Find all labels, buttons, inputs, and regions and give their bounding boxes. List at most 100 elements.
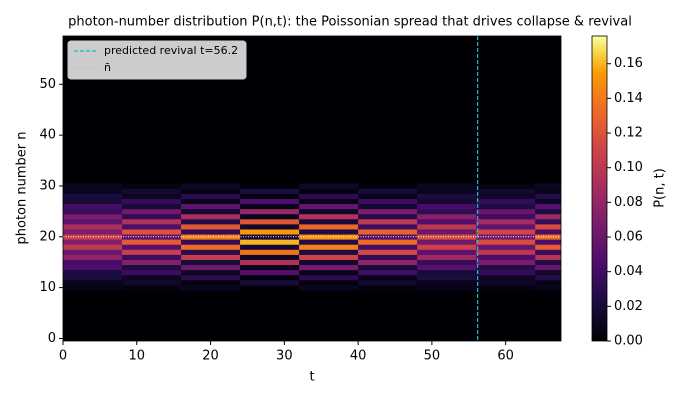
heatmap-cell (299, 193, 359, 199)
heatmap-cell (181, 188, 241, 194)
heatmap-cell (299, 274, 359, 281)
heatmap-cell (181, 208, 241, 215)
heatmap-cell (535, 269, 561, 276)
heatmap-cell (417, 234, 477, 240)
heatmap-cell (122, 254, 182, 260)
heatmap-cell (417, 269, 477, 276)
y-tick-label: 0 (48, 331, 56, 346)
heatmap-cell (122, 213, 182, 220)
heatmap-cell (417, 259, 477, 266)
heatmap-cell (476, 285, 536, 291)
heatmap-cell (240, 259, 300, 266)
heatmap-cell (122, 280, 182, 286)
heatmap-cell (476, 208, 536, 215)
heatmap-cell (299, 285, 359, 291)
heatmap-cell (476, 254, 536, 260)
heatmap-cell (122, 244, 182, 250)
heatmap-cell (358, 198, 418, 205)
heatmap-cell (358, 254, 418, 260)
heatmap-cell (535, 280, 561, 286)
heatmap-cell (476, 264, 536, 271)
heatmap-cell (181, 269, 241, 276)
heatmap-cell (476, 249, 536, 255)
heatmap-cell (63, 259, 123, 266)
heatmap-cell (535, 244, 561, 250)
heatmap-cell (181, 259, 241, 266)
x-tick-label: 30 (276, 349, 293, 364)
heatmap-cell (122, 198, 182, 205)
colorbar-tick-label: 0.00 (614, 334, 643, 349)
heatmap-cell (181, 183, 241, 189)
heatmap-cell (181, 224, 241, 230)
heatmap-cell (63, 239, 123, 245)
heatmap-cell (358, 213, 418, 220)
x-tick-label: 10 (129, 349, 146, 364)
heatmap-cell (299, 213, 359, 220)
colorbar-tick-label: 0.16 (614, 56, 643, 71)
heatmap-cell (63, 188, 123, 194)
heatmap-cell (240, 244, 300, 250)
heatmap-cell (358, 183, 418, 189)
heatmap-cell (358, 269, 418, 276)
colorbar-tick-label: 0.10 (614, 160, 643, 175)
heatmap-cell (299, 280, 359, 286)
heatmap-cell (358, 239, 418, 245)
heatmap-cell (417, 203, 477, 210)
y-tick-label: 50 (39, 77, 56, 92)
heatmap-cell (240, 193, 300, 199)
heatmap-cell (417, 249, 477, 255)
heatmap-cell (240, 264, 300, 271)
heatmap-cell (476, 244, 536, 250)
heatmap-cell (181, 219, 241, 225)
heatmap-cell (535, 193, 561, 199)
heatmap-cell (476, 259, 536, 266)
legend-label: n̄ (104, 61, 111, 74)
colorbar-tick-label: 0.06 (614, 230, 643, 245)
heatmap-cell (240, 203, 300, 210)
y-tick-label: 20 (39, 229, 56, 244)
heatmap-cell (299, 203, 359, 210)
heatmap-cell (240, 213, 300, 220)
heatmap-cell (240, 183, 300, 189)
heatmap-cell (358, 259, 418, 266)
x-tick-label: 0 (59, 349, 67, 364)
heatmap-cell (63, 213, 123, 220)
heatmap-cell (63, 274, 123, 281)
colorbar-tick-label: 0.04 (614, 264, 643, 279)
heatmap-cell (299, 249, 359, 255)
heatmap-cell (535, 249, 561, 255)
heatmap-cell (181, 213, 241, 220)
heatmap-cell (476, 274, 536, 281)
colorbar-tick-label: 0.12 (614, 126, 643, 141)
heatmap-cell (63, 269, 123, 276)
heatmap-cell (240, 198, 300, 205)
heatmap-cell (181, 203, 241, 210)
y-axis-label: photon number n (15, 132, 30, 245)
heatmap-cell (122, 208, 182, 215)
heatmap-cell (63, 285, 123, 291)
heatmap-cell (181, 229, 241, 235)
heatmap-cell (240, 254, 300, 260)
heatmap-cell (535, 229, 561, 235)
heatmap-cell (122, 188, 182, 194)
heatmap-cell (299, 224, 359, 230)
heatmap-cell (63, 280, 123, 286)
heatmap-cell (181, 249, 241, 255)
colorbar-label: P(n, t) (653, 168, 668, 208)
heatmap-cell (299, 229, 359, 235)
heatmap-cell (122, 183, 182, 189)
heatmap-cell (476, 183, 536, 189)
heatmap-cell (122, 269, 182, 276)
colorbar-tick-label: 0.14 (614, 91, 643, 106)
heatmap-cell (181, 239, 241, 245)
heatmap-cell (358, 264, 418, 271)
plot-frame (62, 35, 562, 342)
colorbar-tick-label: 0.02 (614, 299, 643, 314)
heatmap-cell (417, 274, 477, 281)
heatmap-cell (299, 188, 359, 194)
heatmap-cell (181, 285, 241, 291)
heatmap-cell (417, 254, 477, 260)
heatmap-cell (358, 224, 418, 230)
heatmap-cell (299, 219, 359, 225)
